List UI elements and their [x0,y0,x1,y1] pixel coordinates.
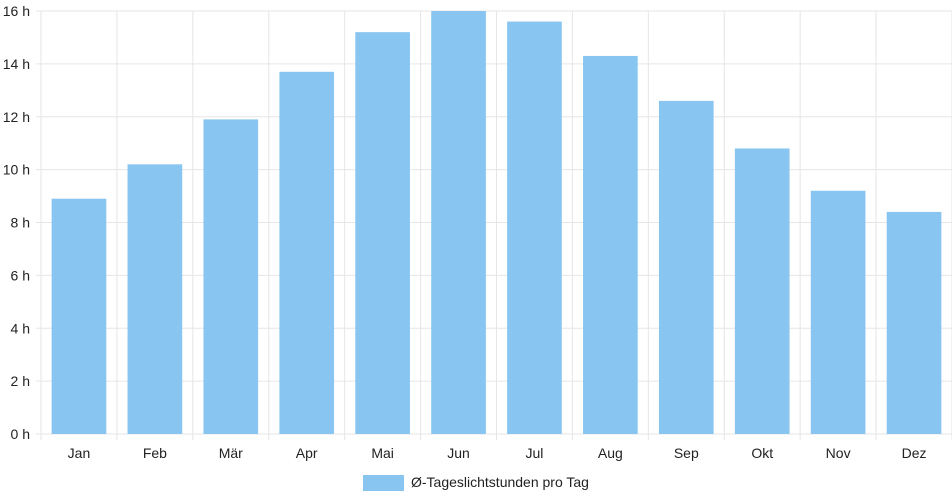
bar-Sep[interactable] [658,100,714,434]
bar-Jun[interactable] [431,11,486,434]
bar-Apr[interactable] [279,71,335,435]
bar-Feb[interactable] [127,164,183,434]
bar-Nov[interactable] [810,190,866,434]
y-tick-label: 12 h [3,109,30,125]
y-tick-label: 8 h [11,215,30,231]
x-tick-label: Apr [296,445,318,461]
x-tick-label: Okt [751,445,773,461]
y-tick-label: 10 h [3,162,30,178]
y-axis-ticks: 0 h 2 h 4 h 6 h 8 h 10 h 12 h 14 h 16 h [3,3,30,442]
bar-Jul[interactable] [507,21,562,434]
x-tick-label: Nov [826,445,851,461]
legend-swatch[interactable] [363,475,404,491]
y-tick-label: 2 h [11,373,30,389]
bar-Okt[interactable] [734,148,790,434]
x-tick-label: Jul [526,445,544,461]
y-tick-label: 0 h [11,426,30,442]
bar-Dez[interactable] [886,211,942,434]
x-tick-label: Jan [68,445,91,461]
x-tick-label: Sep [674,445,699,461]
legend-label[interactable]: Ø-Tageslichtstunden pro Tag [411,474,589,490]
bar-Jan[interactable] [51,198,107,434]
x-tick-label: Mär [219,445,243,461]
bars [51,11,942,435]
y-tick-label: 6 h [11,267,30,283]
x-tick-label: Aug [598,445,623,461]
y-tick-label: 14 h [3,56,30,72]
x-tick-label: Jun [447,445,470,461]
x-tick-label: Dez [902,445,927,461]
x-tick-label: Feb [143,445,167,461]
bar-Aug[interactable] [583,55,638,434]
legend[interactable]: Ø-Tageslichtstunden pro Tag [363,474,589,491]
bar-Mai[interactable] [355,32,410,435]
x-axis-ticks: Jan Feb Mär Apr Mai Jun Jul Aug Sep Okt Nov Dez [68,445,927,461]
y-tick-label: 16 h [3,3,30,19]
y-tick-label: 4 h [11,320,30,336]
x-tick-label: Mai [371,445,394,461]
grid-lines [36,10,952,440]
bar-Mär[interactable] [203,119,259,435]
